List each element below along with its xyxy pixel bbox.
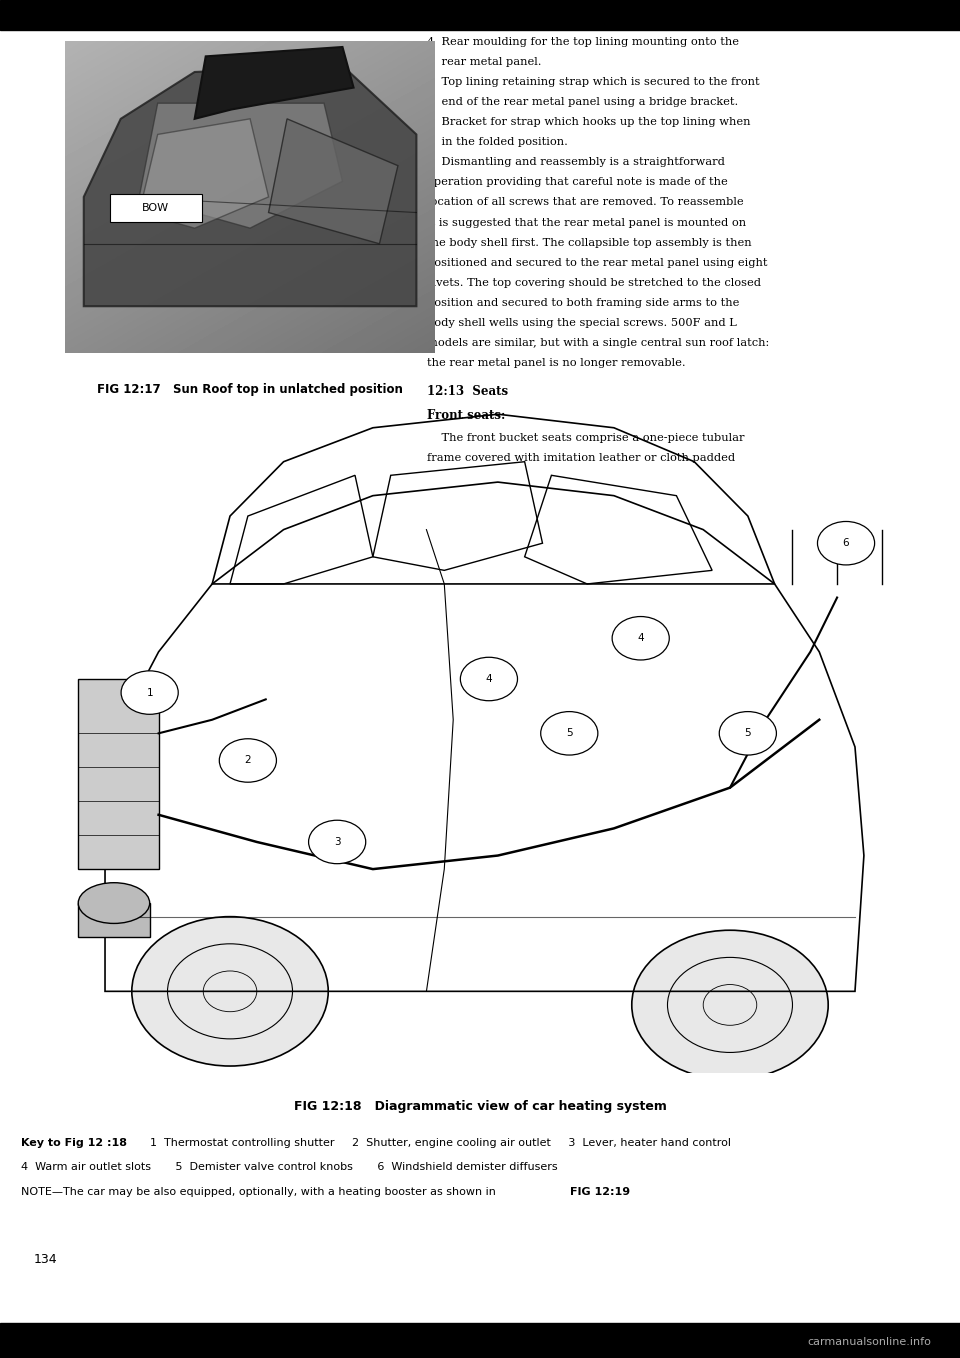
Circle shape [121, 671, 179, 714]
Text: 4  Warm air outlet slots       5  Demister valve control knobs       6  Windshie: 4 Warm air outlet slots 5 Demister valve… [21, 1162, 558, 1172]
Text: 2: 2 [245, 755, 252, 766]
Circle shape [632, 930, 828, 1080]
Text: frame covered with imitation leather or cloth padded: frame covered with imitation leather or … [427, 454, 735, 463]
Text: The front bucket seats comprise a one-piece tubular: The front bucket seats comprise a one-pi… [427, 433, 745, 443]
Polygon shape [139, 120, 269, 228]
Text: 4  Rear moulding for the top lining mounting onto the: 4 Rear moulding for the top lining mount… [427, 37, 739, 46]
Text: 1: 1 [146, 687, 153, 698]
Bar [0, 0, 960, 30]
Text: body shell wells using the special screws. 500F and L: body shell wells using the special screw… [427, 318, 737, 329]
Text: rear metal panel.: rear metal panel. [427, 57, 541, 67]
Text: FIG 12:17   Sun Roof top in unlatched position: FIG 12:17 Sun Roof top in unlatched posi… [97, 383, 403, 397]
Text: 6: 6 [843, 538, 850, 549]
Circle shape [308, 820, 366, 864]
Text: FIG 12:19: FIG 12:19 [570, 1187, 631, 1196]
Text: 5  Top lining retaining strap which is secured to the front: 5 Top lining retaining strap which is se… [427, 77, 759, 87]
Polygon shape [269, 120, 397, 244]
Text: operation providing that careful note is made of the: operation providing that careful note is… [427, 178, 728, 187]
Bar [0, 1323, 960, 1358]
Bar [79, 903, 150, 937]
Text: the body shell first. The collapsible top assembly is then: the body shell first. The collapsible to… [427, 238, 752, 247]
Circle shape [818, 521, 875, 565]
Bar [109, 194, 202, 221]
Text: the rear metal panel is no longer removable.: the rear metal panel is no longer remova… [427, 359, 685, 368]
Text: 4: 4 [637, 633, 644, 644]
Circle shape [132, 917, 328, 1066]
Circle shape [612, 617, 669, 660]
Polygon shape [195, 48, 353, 120]
Text: position and secured to both framing side arms to the: position and secured to both framing sid… [427, 297, 739, 308]
Text: 134: 134 [34, 1252, 58, 1266]
Text: rivets. The top covering should be stretched to the closed: rivets. The top covering should be stret… [427, 278, 761, 288]
Text: carmanualsonline.info: carmanualsonline.info [807, 1338, 931, 1347]
Text: 5: 5 [745, 728, 751, 739]
Text: 5: 5 [566, 728, 572, 739]
Text: FIG 12:18   Diagrammatic view of car heating system: FIG 12:18 Diagrammatic view of car heati… [294, 1100, 666, 1114]
Text: 1  Thermostat controlling shutter     2  Shutter, engine cooling air outlet     : 1 Thermostat controlling shutter 2 Shutt… [136, 1138, 732, 1148]
Ellipse shape [78, 883, 150, 923]
Circle shape [540, 712, 598, 755]
Text: Front seats:: Front seats: [427, 409, 506, 422]
Polygon shape [84, 65, 417, 307]
Polygon shape [79, 679, 158, 869]
Text: 6  Bracket for strap which hooks up the top lining when: 6 Bracket for strap which hooks up the t… [427, 117, 751, 128]
Text: BOW: BOW [142, 202, 169, 213]
Text: Dismantling and reassembly is a straightforward: Dismantling and reassembly is a straight… [427, 158, 725, 167]
Circle shape [219, 739, 276, 782]
Text: 3: 3 [334, 837, 341, 847]
Circle shape [719, 712, 777, 755]
Text: 4: 4 [486, 674, 492, 684]
Text: end of the rear metal panel using a bridge bracket.: end of the rear metal panel using a brid… [427, 96, 738, 107]
Text: models are similar, but with a single central sun roof latch:: models are similar, but with a single ce… [427, 338, 770, 348]
Polygon shape [139, 103, 343, 228]
Text: location of all screws that are removed. To reassemble: location of all screws that are removed.… [427, 197, 744, 208]
Text: NOTE—The car may be also equipped, optionally, with a heating booster as shown i: NOTE—The car may be also equipped, optio… [21, 1187, 499, 1196]
Circle shape [461, 657, 517, 701]
Text: 12:13  Seats: 12:13 Seats [427, 386, 509, 398]
Text: Key to Fig 12 :18: Key to Fig 12 :18 [21, 1138, 127, 1148]
Text: it is suggested that the rear metal panel is mounted on: it is suggested that the rear metal pane… [427, 217, 746, 228]
Text: positioned and secured to the rear metal panel using eight: positioned and secured to the rear metal… [427, 258, 768, 268]
Text: in the folded position.: in the folded position. [427, 137, 568, 147]
